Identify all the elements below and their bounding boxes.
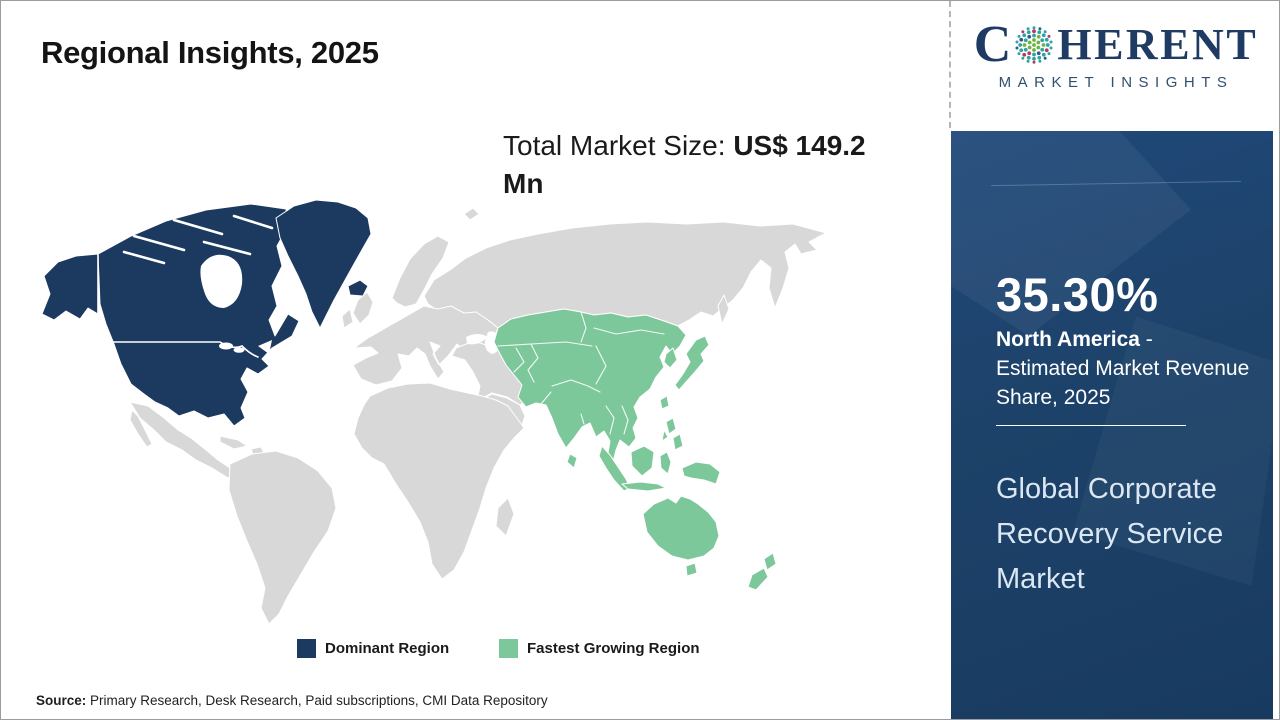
- map-country-greenland: [275, 199, 372, 329]
- page-title: Regional Insights, 2025: [41, 35, 379, 70]
- legend-swatch-fastest-rect: [499, 639, 518, 658]
- map-region-asia-mainland: [493, 308, 687, 463]
- map-country-uk: [352, 291, 374, 325]
- legend-item-dominant: Dominant Region: [297, 639, 449, 658]
- map-gulf-st-lawrence: [258, 340, 272, 354]
- source-note: Source: Primary Research, Desk Research,…: [36, 693, 548, 708]
- map-country-taiwan: [659, 395, 670, 410]
- map-region-asia-pacific: [493, 308, 777, 591]
- map-region-south-america: [228, 450, 337, 625]
- map-country-korea: [663, 347, 678, 369]
- brand-logo: C HERENT MARKET INSIGHTS: [963, 19, 1269, 92]
- map-country-svalbard: [463, 207, 480, 221]
- brand-subtitle: MARKET INSIGHTS: [998, 74, 1234, 91]
- map-country-new-zealand-north: [763, 552, 777, 571]
- map-country-new-zealand-south: [747, 567, 769, 591]
- legend-item-fastest: Fastest Growing Region: [499, 639, 700, 658]
- brand-logo-wordmark: C HERENT: [963, 19, 1269, 71]
- map-country-papua: [681, 461, 721, 485]
- map-country-alaska: [41, 253, 99, 321]
- legend-swatch-fastest: [499, 639, 518, 658]
- map-country-sri-lanka: [566, 453, 578, 469]
- map-region-north-america: [41, 199, 372, 427]
- globe-dots-icon: [1015, 26, 1053, 64]
- map-country-canada-usa: [97, 203, 300, 427]
- map-border-bangladesh: [580, 413, 585, 425]
- total-market-size-value: US$ 149.2 Mn: [503, 130, 866, 199]
- source-label: Source:: [36, 693, 87, 708]
- map-arctic-channel-2: [172, 218, 224, 236]
- map-arctic-channel-1: [132, 234, 186, 252]
- map-country-russia: [423, 221, 827, 329]
- total-market-size: Total Market Size: US$ 149.2 Mn: [503, 127, 913, 203]
- map-country-scandinavia: [391, 235, 450, 308]
- map-border-vietnam: [621, 405, 629, 435]
- legend-swatch-dominant-rect: [297, 639, 316, 658]
- map-border-stans-1: [513, 347, 525, 373]
- map-border-stans-2: [527, 343, 539, 383]
- map-arctic-channel-4: [232, 214, 274, 230]
- map-border-kazakhstan: [497, 341, 593, 347]
- map-country-australia: [642, 495, 720, 561]
- legend-label-fastest: Fastest Growing Region: [527, 640, 700, 657]
- map-asia-internal-borders: [497, 311, 665, 435]
- map-region-rest-of-world: [129, 207, 827, 625]
- map-country-borneo: [630, 445, 655, 477]
- logo-divider-dashed: [949, 1, 951, 128]
- source-text: Primary Research, Desk Research, Paid su…: [86, 693, 548, 708]
- sidebar-divider: [996, 425, 1186, 426]
- map-country-java: [621, 481, 667, 492]
- sidebar-panel: 35.30% North America - Estimated Market …: [951, 131, 1273, 719]
- total-market-size-label: Total Market Size:: [503, 130, 734, 161]
- map-border-himalaya: [551, 379, 601, 393]
- map-country-philippines-2: [672, 433, 684, 451]
- brand-letters-rest: HERENT: [1057, 20, 1259, 69]
- map-hudson-bay: [200, 254, 243, 308]
- share-desc-rest: - Estimated Market Revenue Share, 2025: [996, 328, 1250, 409]
- map-country-baja: [129, 409, 153, 448]
- share-value: 35.30%: [996, 268, 1159, 321]
- map-country-iceland: [347, 279, 369, 297]
- map-country-tasmania: [685, 562, 698, 577]
- legend-swatch-dominant: [297, 639, 316, 658]
- legend-label-dominant: Dominant Region: [325, 640, 450, 657]
- map-country-sumatra: [598, 445, 631, 492]
- map-country-sakhalin: [717, 294, 730, 325]
- map-water-details: [97, 214, 500, 358]
- share-region: North America: [996, 328, 1140, 351]
- map-country-ireland: [341, 308, 354, 329]
- map-country-philippines-3: [661, 429, 669, 442]
- map-country-japan: [674, 335, 710, 391]
- map-border-usa-canada: [101, 341, 259, 358]
- world-map-svg: [41, 199, 827, 625]
- map-border-china-inner: [595, 345, 607, 385]
- brand-letter-c: C: [973, 16, 1012, 73]
- map-border-pakistan-india: [540, 391, 552, 405]
- map-arctic-channel-3: [202, 240, 252, 256]
- map-great-lake-2: [233, 347, 245, 353]
- map-border-thailand: [605, 405, 615, 435]
- map-arctic-channel-5: [122, 250, 166, 265]
- map-region-europe: [352, 305, 501, 386]
- market-name: Global Corporate Recovery Service Market: [996, 473, 1224, 595]
- map-country-madagascar: [495, 497, 515, 537]
- share-description: North America - Estimated Market Revenue…: [996, 325, 1250, 412]
- map-region-africa: [353, 382, 525, 580]
- map-border-kz-china: [580, 311, 587, 343]
- map-black-sea: [466, 334, 488, 345]
- map-country-philippines-1: [665, 417, 677, 435]
- world-map: [36, 196, 886, 626]
- map-country-cuba: [219, 435, 248, 450]
- map-country-sulawesi: [659, 451, 672, 475]
- map-border-mongolia: [593, 327, 665, 335]
